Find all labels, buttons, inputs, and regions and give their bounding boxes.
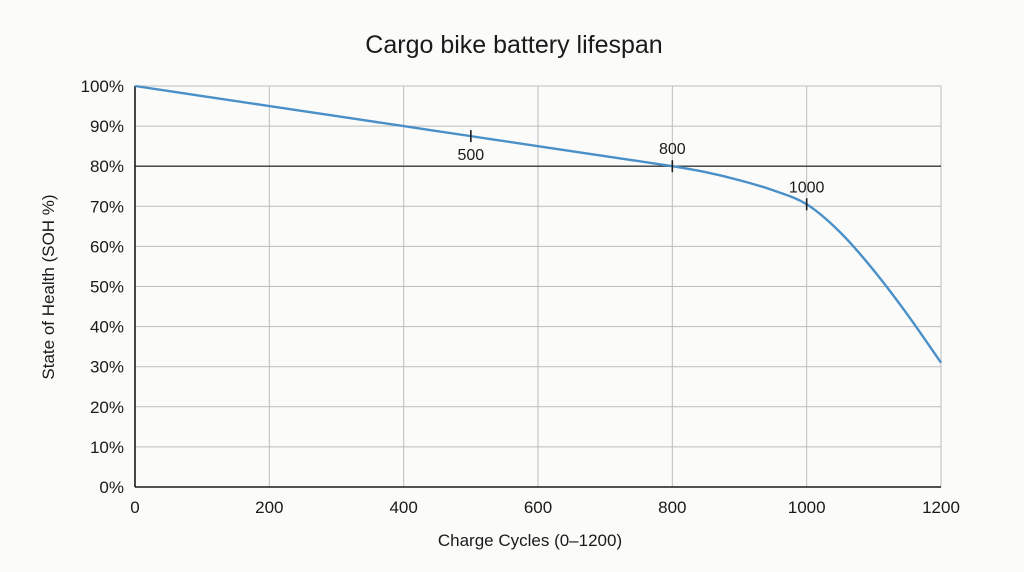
x-tick-label: 1200 [922,498,960,517]
series-line-0 [134,84,942,364]
y-tick-label: 60% [90,237,124,256]
x-tick-label: 400 [389,498,417,517]
y-tick-label: 90% [90,117,124,136]
y-tick-label: 30% [90,358,124,377]
x-tick-label: 1000 [788,498,826,517]
x-tick-label: 600 [524,498,552,517]
y-tick-label: 70% [90,197,124,216]
annotation-label-800: 800 [659,141,686,158]
annotation-label-500: 500 [457,147,484,164]
y-axis-label: State of Health (SOH %) [39,194,58,379]
y-tick-label: 40% [90,318,124,337]
annotation-label-1000: 1000 [789,179,825,196]
x-tick-label: 0 [130,498,139,517]
y-tick-label: 0% [99,478,124,497]
y-tick-label: 20% [90,398,124,417]
chart-title: Cargo bike battery lifespan [365,31,662,59]
x-tick-label: 200 [255,498,283,517]
y-tick-label: 10% [90,438,124,457]
y-tick-label: 80% [90,157,124,176]
y-tick-labels: 0% 10% 20% 30% 40% 50% 60% 70% 80% 90% 100% [81,77,124,497]
series-layer [134,84,942,364]
x-tick-labels: 0 200 400 600 800 1000 1200 [130,498,960,517]
y-tick-label: 100% [81,77,124,96]
y-tick-label: 50% [90,278,124,297]
x-tick-label: 800 [658,498,686,517]
annotations: 500 800 1000 [457,130,825,211]
x-axis-label: Charge Cycles (0–1200) [438,531,622,550]
